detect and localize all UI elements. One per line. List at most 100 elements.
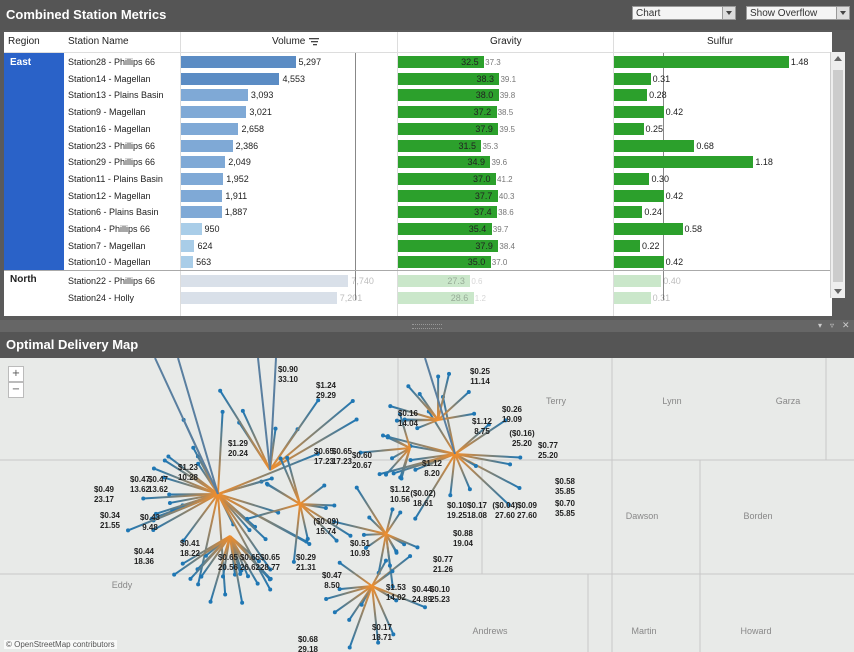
sulfur-bar[interactable]	[614, 189, 664, 202]
delivery-point[interactable]	[413, 516, 418, 521]
delivery-point[interactable]	[240, 408, 245, 413]
delivery-point[interactable]	[391, 471, 396, 476]
volume-bar[interactable]	[181, 275, 349, 288]
delivery-point[interactable]	[354, 485, 359, 490]
delivery-point[interactable]	[268, 587, 273, 592]
delivery-route[interactable]	[377, 533, 387, 574]
volume-bar[interactable]	[181, 206, 222, 219]
delivery-point[interactable]	[199, 574, 204, 579]
sulfur-bar[interactable]	[614, 223, 683, 235]
delivery-point[interactable]	[181, 538, 186, 543]
delivery-route[interactable]	[229, 535, 271, 581]
delivery-route[interactable]	[385, 533, 391, 566]
delivery-route[interactable]	[269, 358, 277, 471]
delivery-route[interactable]	[299, 484, 325, 505]
delivery-point[interactable]	[276, 510, 281, 515]
delivery-route[interactable]	[365, 533, 387, 549]
table-row[interactable]: Station16 - Magellan 2,658 37.9 39.5 0.25	[4, 121, 832, 138]
delivery-route[interactable]	[387, 435, 411, 449]
delivery-point[interactable]	[245, 516, 250, 521]
delivery-route[interactable]	[279, 458, 301, 505]
gravity-bar[interactable]	[398, 139, 482, 152]
volume-bar[interactable]	[181, 72, 280, 85]
delivery-point[interactable]	[264, 481, 269, 486]
sulfur-bar[interactable]	[614, 139, 695, 152]
gravity-bar[interactable]	[398, 189, 498, 202]
column-header-sulfur[interactable]: Sulfur	[707, 36, 734, 47]
delivery-route[interactable]	[189, 535, 231, 580]
delivery-route[interactable]	[167, 455, 219, 495]
delivery-point[interactable]	[377, 472, 382, 477]
delivery-point[interactable]	[151, 466, 156, 471]
delivery-point[interactable]	[196, 582, 201, 587]
delivery-route[interactable]	[200, 535, 231, 578]
table-row[interactable]: Station28 - Phillips 66 5,297 32.5 37.3 1.48	[4, 54, 832, 71]
delivery-route[interactable]	[217, 493, 310, 545]
delivery-point[interactable]	[466, 389, 471, 394]
delivery-point[interactable]	[273, 426, 278, 431]
delivery-point[interactable]	[337, 587, 342, 592]
delivery-point[interactable]	[350, 398, 355, 403]
delivery-point[interactable]	[394, 418, 399, 423]
sulfur-bar[interactable]	[614, 206, 643, 219]
chart-type-dropdown[interactable]: Chart	[632, 6, 736, 20]
delivery-point[interactable]	[467, 487, 472, 492]
delivery-point[interactable]	[473, 463, 478, 468]
scroll-down-icon[interactable]	[834, 289, 842, 294]
delivery-route[interactable]	[217, 477, 273, 495]
delivery-route[interactable]	[217, 493, 267, 540]
delivery-route[interactable]	[229, 535, 243, 571]
sulfur-bar[interactable]	[614, 156, 754, 169]
delivery-point[interactable]	[316, 398, 321, 403]
delivery-route[interactable]	[398, 413, 411, 449]
filter-icon[interactable]: ▿	[830, 321, 835, 330]
delivery-route[interactable]	[169, 493, 219, 504]
scrollbar-thumb[interactable]	[833, 70, 843, 282]
table-row[interactable]: Station10 - Magellan 563 35.0 37.0 0.42	[4, 254, 832, 271]
delivery-route[interactable]	[391, 447, 411, 460]
delivery-route[interactable]	[127, 493, 219, 532]
delivery-point[interactable]	[256, 559, 261, 564]
delivery-route[interactable]	[154, 358, 219, 495]
panel-splitter[interactable]: ▾ ▿ ✕	[0, 320, 854, 332]
delivery-point[interactable]	[508, 462, 513, 467]
delivery-point[interactable]	[208, 599, 213, 604]
column-header-volume[interactable]: Volume	[272, 36, 306, 47]
delivery-point[interactable]	[413, 467, 418, 472]
delivery-point[interactable]	[394, 598, 399, 603]
delivery-point[interactable]	[191, 445, 196, 450]
delivery-route[interactable]	[163, 476, 219, 495]
delivery-point[interactable]	[391, 632, 396, 637]
delivery-route[interactable]	[246, 503, 301, 520]
delivery-point[interactable]	[246, 574, 251, 579]
delivery-point[interactable]	[247, 528, 252, 533]
delivery-route[interactable]	[363, 533, 387, 536]
volume-bar[interactable]	[181, 89, 248, 102]
delivery-point[interactable]	[383, 558, 388, 563]
delivery-point[interactable]	[415, 545, 420, 550]
delivery-point[interactable]	[315, 451, 320, 456]
delivery-point[interactable]	[285, 455, 290, 460]
delivery-point[interactable]	[166, 454, 171, 459]
delivery-point[interactable]	[324, 596, 329, 601]
gravity-bar[interactable]	[398, 275, 471, 288]
volume-bar[interactable]	[181, 256, 194, 269]
delivery-point[interactable]	[334, 538, 339, 543]
delivery-point[interactable]	[141, 496, 146, 501]
delivery-point[interactable]	[269, 476, 274, 481]
delivery-route[interactable]	[177, 358, 219, 495]
delivery-point[interactable]	[347, 617, 352, 622]
delivery-route[interactable]	[269, 400, 354, 471]
delivery-point[interactable]	[402, 417, 407, 422]
region-block-east[interactable]: East	[4, 53, 64, 270]
sulfur-bar[interactable]	[614, 56, 789, 68]
delivery-point[interactable]	[323, 505, 328, 510]
gravity-bar[interactable]	[398, 106, 497, 119]
volume-bar[interactable]	[181, 156, 226, 169]
delivery-point[interactable]	[291, 559, 296, 564]
delivery-route[interactable]	[449, 453, 456, 496]
sulfur-bar[interactable]	[614, 172, 650, 185]
delivery-route[interactable]	[371, 570, 394, 587]
delivery-point[interactable]	[238, 571, 243, 576]
delivery-point[interactable]	[278, 456, 283, 461]
